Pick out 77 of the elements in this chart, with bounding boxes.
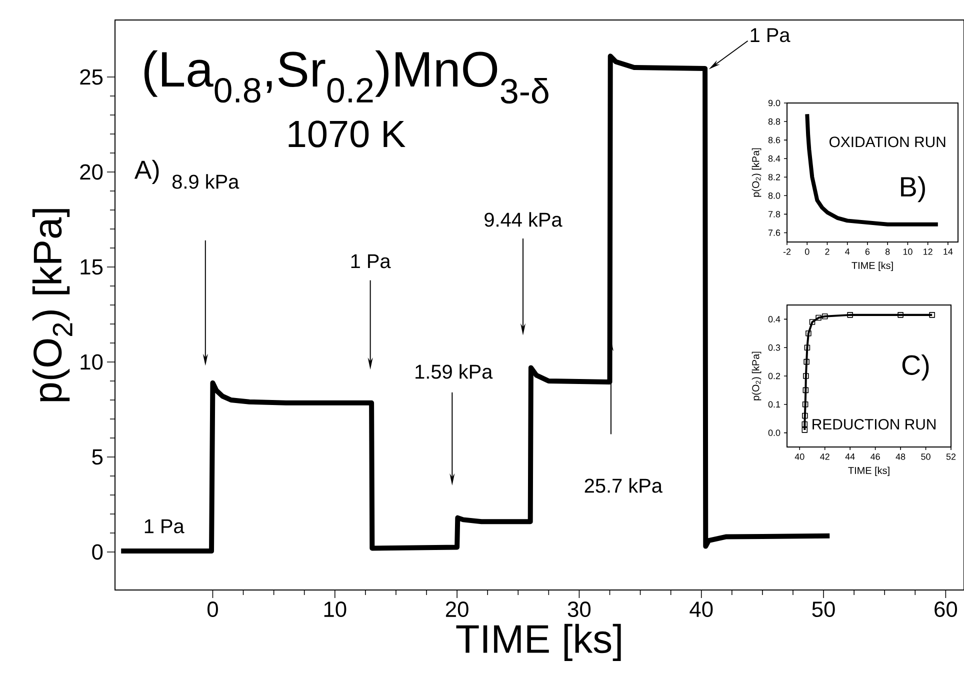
annotation: 8.9 kPa bbox=[172, 174, 240, 189]
x-tick-label: 10 bbox=[903, 248, 912, 255]
annotation: A) bbox=[134, 160, 159, 184]
x-tick-label: 0 bbox=[207, 602, 218, 618]
point bbox=[847, 312, 853, 318]
y-tick-label: 8.4 bbox=[768, 155, 780, 162]
annotation: 1 Pa bbox=[351, 254, 391, 268]
point bbox=[804, 344, 810, 350]
y-tick-label: 0.0 bbox=[768, 430, 780, 436]
x-axis-title: TIME [ks] bbox=[456, 624, 621, 662]
point bbox=[898, 312, 904, 318]
y-axis-title: p(O$_{2}$) [kPa] bbox=[752, 148, 762, 197]
point bbox=[802, 427, 808, 433]
y-tick-label: 20 bbox=[80, 164, 103, 180]
y-tick-label: 10 bbox=[80, 354, 103, 370]
y-tick-label: 5 bbox=[92, 449, 103, 465]
y-tick-label: 0 bbox=[92, 544, 103, 560]
annotation: C) bbox=[902, 354, 929, 380]
x-tick-label: 60 bbox=[934, 602, 958, 618]
point bbox=[822, 313, 828, 320]
x-tick-label: 12 bbox=[924, 248, 932, 255]
y-tick-label: 7.8 bbox=[768, 211, 780, 218]
text: 1070 K bbox=[288, 120, 406, 148]
annotation: 1 Pa bbox=[750, 28, 790, 42]
x-tick-label: 2 bbox=[825, 248, 830, 255]
text: (La$_{0.8}$,Sr$_{0.2}$)MnO$_{3-δ}$ bbox=[144, 50, 548, 104]
y-tick-label: 9.0 bbox=[768, 100, 780, 106]
x-tick-label: -2 bbox=[783, 248, 791, 255]
y-axis-title: p(O$_{2}$) [kPa] bbox=[32, 209, 72, 402]
y-tick-label: 8.2 bbox=[768, 174, 780, 180]
point bbox=[806, 330, 812, 336]
y-axis-title: p(O$_{2}$) [kPa] bbox=[752, 352, 762, 400]
point bbox=[802, 402, 808, 408]
x-tick-label: 52 bbox=[946, 454, 956, 460]
y-tick-label: 0.3 bbox=[768, 344, 780, 351]
annotation: 9.44 kPa bbox=[484, 212, 562, 227]
y-tick-label: 8.6 bbox=[768, 136, 780, 144]
point bbox=[929, 312, 935, 318]
x-tick-label: 10 bbox=[324, 602, 346, 618]
point bbox=[804, 358, 810, 365]
x-tick-label: 42 bbox=[820, 454, 830, 460]
annotation: B) bbox=[901, 176, 925, 202]
x-tick-label: 48 bbox=[896, 454, 906, 460]
x-axis-title: TIME [ks] bbox=[848, 466, 890, 476]
point bbox=[803, 373, 809, 379]
annotation: 25.7 kPa bbox=[584, 478, 662, 493]
x-axis-title: TIME [ks] bbox=[852, 262, 893, 271]
y-tick-label: 0.2 bbox=[768, 372, 780, 380]
x-tick-label: 30 bbox=[568, 602, 591, 618]
x-tick-label: 0 bbox=[804, 248, 810, 255]
x-tick-label: 40 bbox=[794, 454, 804, 460]
point bbox=[802, 412, 808, 419]
x-tick-label: 40 bbox=[690, 602, 713, 618]
x-tick-label: 20 bbox=[446, 602, 468, 618]
y-tick-label: 8.0 bbox=[768, 192, 780, 199]
y-tick-label: 15 bbox=[80, 259, 103, 275]
y-tick-label: 0.1 bbox=[768, 401, 780, 408]
x-tick-label: 46 bbox=[870, 454, 880, 460]
annotation: REDUCTION RUN bbox=[812, 418, 936, 430]
x-tick-label: 50 bbox=[812, 602, 835, 618]
annotation: OXIDATION RUN bbox=[829, 136, 946, 148]
point bbox=[802, 387, 809, 394]
y-tick-label: 25 bbox=[80, 69, 103, 85]
x-tick-label: 14 bbox=[944, 248, 953, 255]
x-tick-label: 4 bbox=[845, 248, 850, 255]
x-tick-label: 50 bbox=[921, 454, 930, 460]
y-tick-label: 8.8 bbox=[768, 118, 780, 125]
point bbox=[816, 314, 822, 321]
y-tick-label: 7.6 bbox=[768, 230, 780, 236]
x-tick-label: 44 bbox=[845, 454, 855, 460]
annotation: 1 Pa bbox=[144, 519, 184, 534]
x-tick-label: 8 bbox=[885, 248, 890, 255]
point bbox=[809, 319, 816, 325]
x-tick-label: 6 bbox=[865, 248, 870, 255]
y-tick-label: 0.4 bbox=[768, 316, 780, 322]
point bbox=[802, 421, 808, 428]
annotation: 1.59 kPa bbox=[416, 364, 493, 379]
